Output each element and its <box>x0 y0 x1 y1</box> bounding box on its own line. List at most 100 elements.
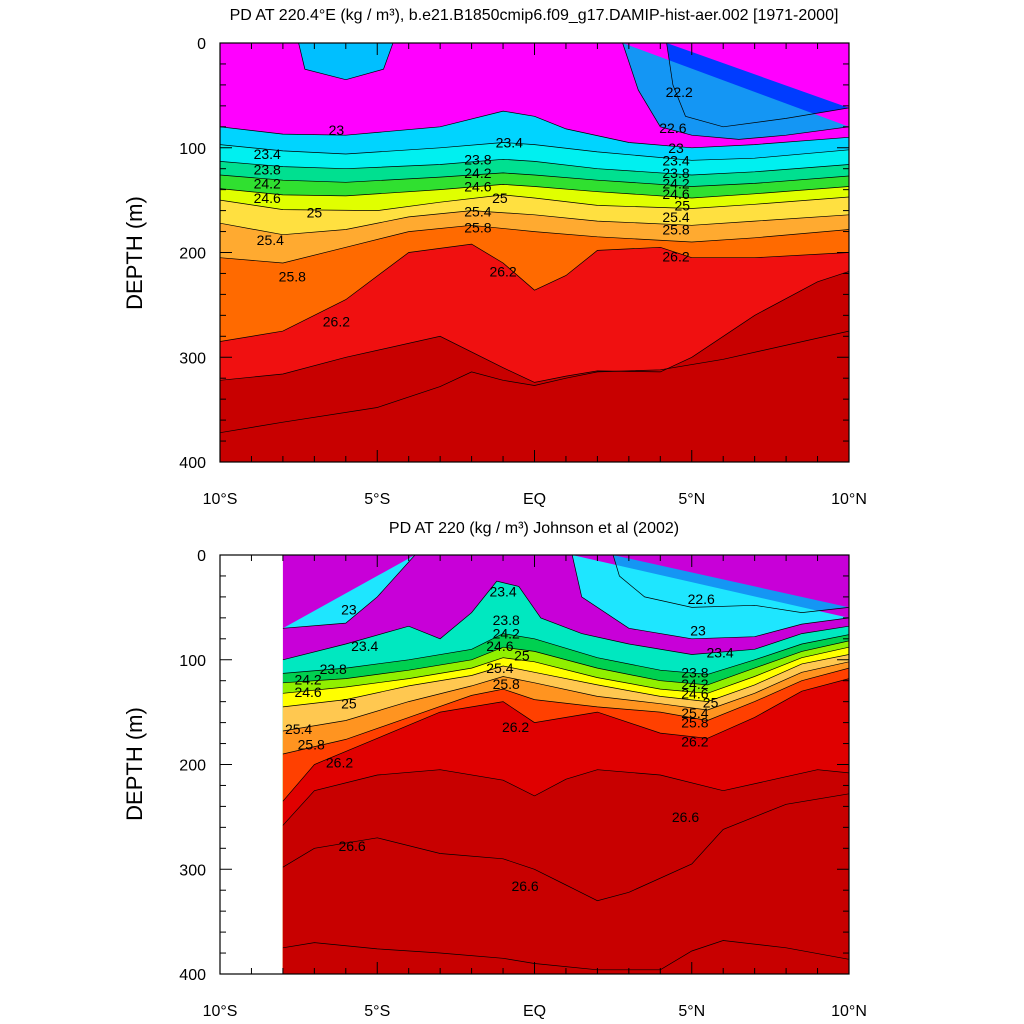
bottom-contour-label-15: 24.6 <box>294 684 321 700</box>
top-contour-label-11: 26.2 <box>323 314 350 330</box>
top-contour-label-6: 24.2 <box>254 175 281 191</box>
top-contour-label-2: 22.6 <box>659 120 686 136</box>
top-contour-line-10 <box>220 224 849 264</box>
bottom-contour-line-2 <box>571 555 849 640</box>
bottom-contour-label-13: 23.8 <box>320 661 347 677</box>
bottom-x-tick-label-4: 10°N <box>831 1003 867 1020</box>
bottom-contour-line-10 <box>282 678 849 802</box>
top-contour-label-15: 25 <box>492 190 508 206</box>
top-contour-label-25: 25.4 <box>662 209 689 225</box>
bottom-contour-label-7: 24.6 <box>486 638 513 654</box>
bottom-contour-label-26: 26.2 <box>681 734 708 750</box>
top-y-tick-label-4: 400 <box>179 455 206 472</box>
bottom-contour-line-1 <box>282 555 416 629</box>
bottom-contour-label-1: 23.4 <box>489 584 516 600</box>
bottom-contour-line-0 <box>612 555 849 613</box>
bottom-contour-line-11 <box>282 769 849 826</box>
top-y-tick-label-1: 100 <box>179 141 206 158</box>
bottom-y-tick-label-0: 0 <box>197 548 206 565</box>
bottom-x-tick-label-3: 5°N <box>678 1003 705 1020</box>
top-y-tick-label-0: 0 <box>197 36 206 53</box>
top-contour-line-7 <box>220 184 849 199</box>
bottom-y-tick-label-2: 200 <box>179 758 206 775</box>
top-contour-line-6 <box>220 172 849 187</box>
bottom-contour-line-7 <box>282 654 849 708</box>
bottom-contour-fill-13 <box>282 940 849 974</box>
bottom-contour-label-27: 26.6 <box>338 838 365 854</box>
top-contour-label-7: 24.6 <box>254 190 281 206</box>
bottom-contour-label-18: 25.8 <box>298 737 325 753</box>
top-contour-label-14: 24.6 <box>464 179 491 195</box>
bottom-y-tick-label-3: 300 <box>179 862 206 879</box>
top-contour-line-11 <box>220 243 849 342</box>
top-contour-line-9 <box>220 210 849 236</box>
bottom-contour-label-14: 24.2 <box>294 672 321 688</box>
bottom-contour-label-17: 25.4 <box>285 721 312 737</box>
top-contour-fill-13 <box>220 331 849 462</box>
bottom-contour-label-3: 23.4 <box>351 638 378 654</box>
top-chart-panel: PD AT 220.4°E (kg / m³), b.e21.B1850cmip… <box>122 7 867 508</box>
top-contour-label-8: 25 <box>307 205 323 221</box>
bottom-contour-label-8: 25 <box>514 648 530 664</box>
bottom-contour-label-0: 23 <box>341 602 357 618</box>
top-contour-label-18: 26.2 <box>489 263 516 279</box>
top-contour-label-26: 25.8 <box>662 222 689 238</box>
bottom-contour-line-5 <box>282 640 849 686</box>
bottom-x-tick-label-1: 5°S <box>364 1003 390 1020</box>
bottom-contour-label-23: 25 <box>703 695 719 711</box>
bottom-contour-line-12 <box>282 793 849 902</box>
bottom-contour-line-6 <box>282 646 849 694</box>
top-contour-line-0 <box>666 43 849 128</box>
bottom-contour-label-21: 24.2 <box>681 676 708 692</box>
bottom-contour-label-2: 22.6 <box>688 591 715 607</box>
top-contour-line-5 <box>220 158 849 176</box>
bottom-chart-title: PD AT 220 (kg / m³) Johnson et al (2002) <box>389 520 679 537</box>
bottom-x-tick-label-2: EQ <box>523 1003 546 1020</box>
bottom-contour-line-13 <box>282 940 849 971</box>
bottom-chart-panel: PD AT 220 (kg / m³) Johnson et al (2002)… <box>122 520 867 1020</box>
top-x-tick-label-2: EQ <box>523 491 546 508</box>
bottom-contour-fill-1 <box>282 555 415 629</box>
bottom-contour-label-20: 23.8 <box>681 664 708 680</box>
top-contour-label-19: 23 <box>668 140 684 156</box>
top-contour-line-8 <box>220 194 849 211</box>
bottom-contour-fill-12 <box>282 793 849 974</box>
bottom-contour-label-12: 23.4 <box>706 644 733 660</box>
top-contour-label-0: 23 <box>329 122 345 138</box>
bottom-y-tick-label-1: 100 <box>179 653 206 670</box>
bottom-contour-label-25: 25.8 <box>681 715 708 731</box>
bottom-x-tick-label-0: 10°S <box>203 1003 238 1020</box>
top-chart-title: PD AT 220.4°E (kg / m³), b.e21.B1850cmip… <box>230 7 839 24</box>
bottom-contour-label-11: 26.2 <box>502 719 529 735</box>
bottom-contour-line-4 <box>282 633 849 675</box>
bottom-contour-label-10: 25.8 <box>493 676 520 692</box>
top-contour-label-3: 22.2 <box>666 84 693 100</box>
top-contour-label-22: 24.2 <box>662 175 689 191</box>
top-contour-label-10: 25.8 <box>279 269 306 285</box>
bottom-chart-y-axis-label: DEPTH (m) <box>122 707 147 821</box>
bottom-contour-label-6: 24.2 <box>493 626 520 642</box>
bottom-contour-line-9 <box>282 667 849 755</box>
top-contour-label-1: 23.4 <box>496 135 523 151</box>
top-contour-fill-2 <box>298 43 393 80</box>
bottom-contour-label-5: 23.8 <box>493 612 520 628</box>
bottom-y-tick-label-4: 400 <box>179 967 206 984</box>
bottom-contour-label-9: 25.4 <box>486 660 513 676</box>
top-contour-fill-1 <box>622 43 849 140</box>
top-contour-label-4: 23.4 <box>254 146 281 162</box>
top-contour-label-9: 25.4 <box>257 232 284 248</box>
top-contour-line-12 <box>220 271 849 383</box>
top-contour-line-3 <box>220 110 849 149</box>
top-contour-label-21: 23.8 <box>662 165 689 181</box>
top-y-tick-label-2: 200 <box>179 246 206 263</box>
bottom-contour-label-16: 25 <box>341 696 357 712</box>
bottom-contour-label-28: 26.6 <box>511 878 538 894</box>
top-contour-label-24: 25 <box>675 197 691 213</box>
top-x-tick-label-1: 5°S <box>364 491 390 508</box>
bottom-contour-line-8 <box>282 661 849 732</box>
top-contour-line-1 <box>622 43 849 140</box>
top-contour-line-4 <box>220 142 849 161</box>
top-contour-label-12: 23.8 <box>464 151 491 167</box>
top-contour-label-5: 23.8 <box>254 162 281 178</box>
